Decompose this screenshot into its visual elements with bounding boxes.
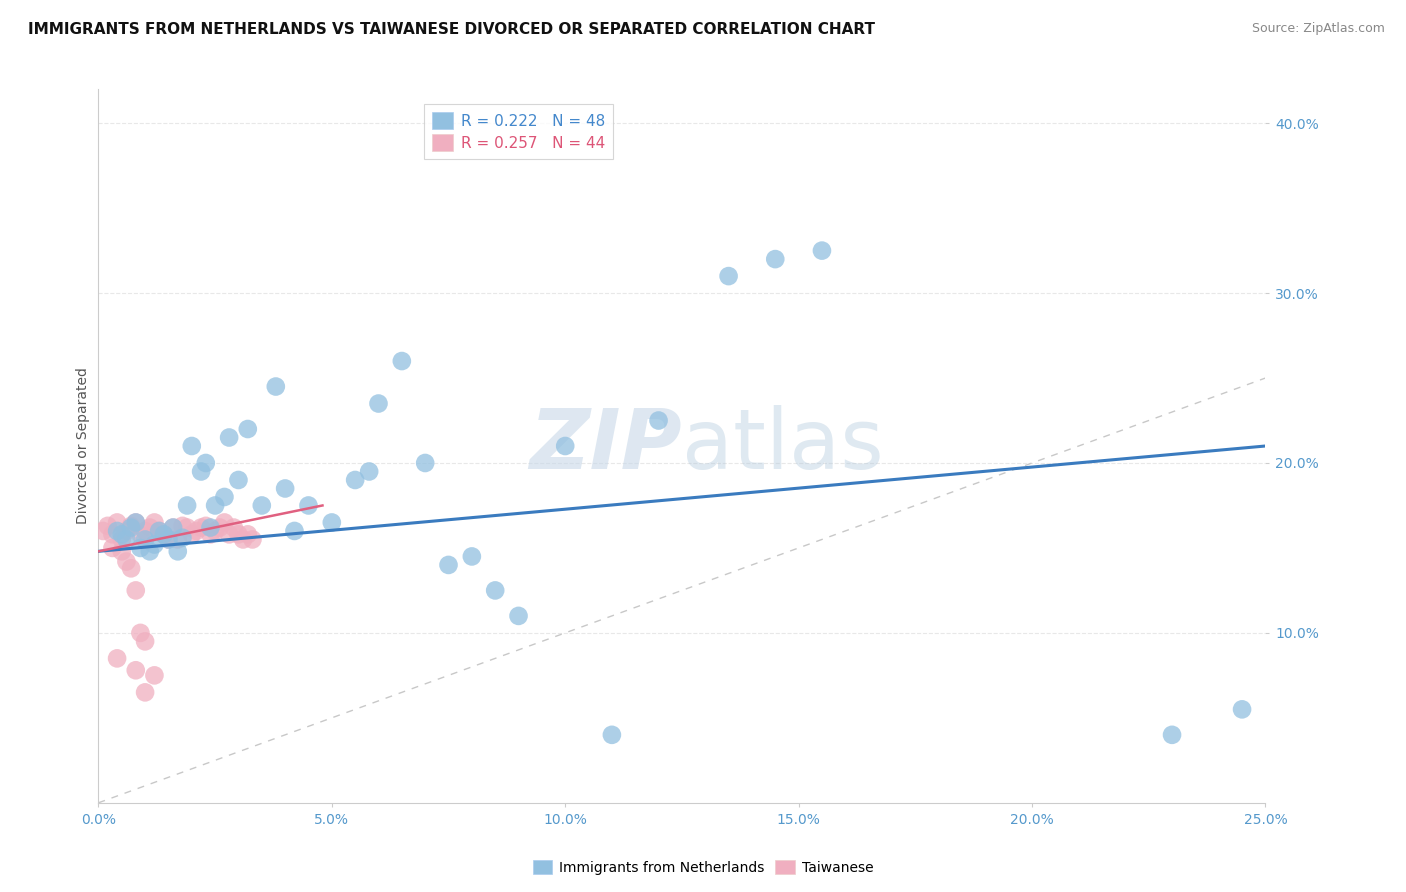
Legend: Immigrants from Netherlands, Taiwanese: Immigrants from Netherlands, Taiwanese [527,855,879,880]
Point [437,558,460,572]
Point [554,439,576,453]
Point [139,520,162,534]
Point [134,533,156,547]
Point [242,533,264,547]
Point [166,533,188,547]
Point [115,533,138,547]
Point [172,519,194,533]
Point [461,549,484,564]
Point [484,583,506,598]
Point [200,520,222,534]
Point [105,516,128,530]
Point [1161,728,1184,742]
Point [214,516,236,530]
Point [111,533,134,547]
Point [264,379,287,393]
Point [97,519,120,533]
Point [297,499,319,513]
Point [283,524,305,538]
Point [508,608,530,623]
Point [143,537,166,551]
Point [120,520,142,534]
Point [717,269,740,284]
Point [218,430,240,444]
Point [214,490,236,504]
Point [200,527,222,541]
Point [148,524,170,538]
Point [143,516,166,530]
Point [250,499,273,513]
Point [129,541,152,555]
Point [344,473,367,487]
Point [194,456,217,470]
Point [236,422,259,436]
Point [125,516,148,530]
Point [115,524,138,538]
Point [105,524,128,538]
Text: Source: ZipAtlas.com: Source: ZipAtlas.com [1251,22,1385,36]
Point [194,519,217,533]
Point [190,465,212,479]
Point [218,527,240,541]
Point [172,531,194,545]
Point [134,685,156,699]
Point [176,520,198,534]
Point [139,544,162,558]
Point [222,520,245,534]
Point [101,541,124,555]
Point [152,527,174,541]
Point [134,524,156,538]
Point [152,527,174,541]
Point [120,519,142,533]
Point [125,516,148,530]
Point [204,499,226,513]
Point [115,555,138,569]
Point [91,524,114,538]
Point [143,668,166,682]
Point [236,527,259,541]
Point [600,728,623,742]
Point [162,520,184,534]
Point [125,583,148,598]
Point [120,561,142,575]
Point [162,520,184,534]
Point [134,634,156,648]
Point [367,396,389,410]
Text: ZIP: ZIP [529,406,682,486]
Point [180,527,202,541]
Point [321,516,343,530]
Legend: R = 0.222   N = 48, R = 0.257   N = 44: R = 0.222 N = 48, R = 0.257 N = 44 [425,104,613,159]
Text: IMMIGRANTS FROM NETHERLANDS VS TAIWANESE DIVORCED OR SEPARATED CORRELATION CHART: IMMIGRANTS FROM NETHERLANDS VS TAIWANESE… [28,22,875,37]
Point [157,533,180,547]
Point [180,439,202,453]
Point [274,482,297,496]
Point [176,499,198,513]
Point [647,413,669,427]
Text: atlas: atlas [682,406,883,486]
Point [228,527,250,541]
Point [208,520,231,534]
Point [204,524,226,538]
Point [232,533,254,547]
Point [101,527,124,541]
Point [111,544,134,558]
Point [811,244,834,258]
Point [129,626,152,640]
Point [186,524,208,538]
Point [129,527,152,541]
Y-axis label: Divorced or Separated: Divorced or Separated [76,368,90,524]
Point [157,533,180,547]
Point [763,252,786,266]
Point [148,524,170,538]
Point [1230,702,1253,716]
Point [105,651,128,665]
Point [111,527,134,541]
Point [125,663,148,677]
Point [391,354,413,368]
Point [413,456,436,470]
Point [228,473,250,487]
Point [166,544,188,558]
Point [190,520,212,534]
Point [359,465,381,479]
